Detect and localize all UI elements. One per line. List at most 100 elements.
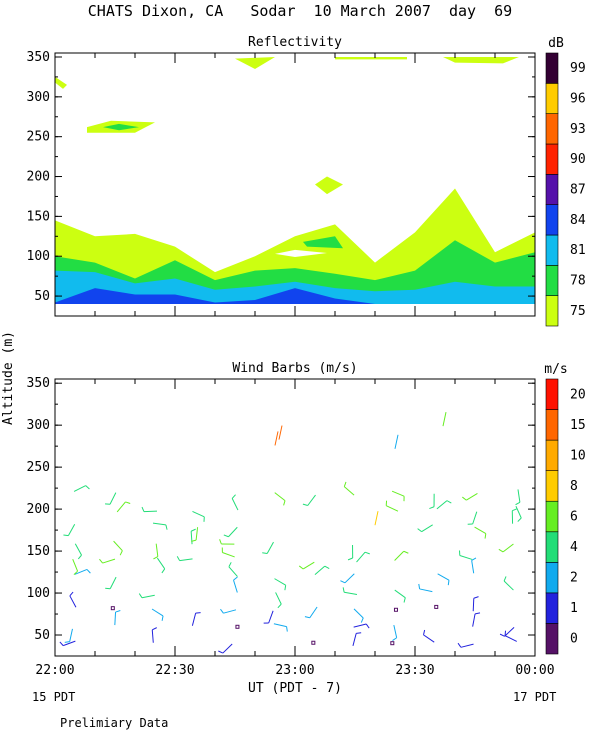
wind-barb [155, 543, 159, 557]
wind-barb [273, 623, 287, 628]
patch-78dB [303, 236, 343, 249]
wind-barb-flag [498, 548, 504, 553]
wind-barb-flag [392, 637, 397, 641]
wind-barb-flag [364, 551, 370, 555]
wind-barb [275, 592, 282, 605]
panel-title: Wind Barbs (m/s) [232, 361, 357, 376]
wind-barb [231, 498, 239, 511]
wind-barb [179, 558, 193, 562]
wind-barb-flag [176, 556, 181, 561]
plot-frame [54, 378, 536, 657]
colorbar-swatch [545, 295, 559, 327]
wind-barb-flag [298, 565, 304, 570]
colorbar-label: 10 [570, 448, 586, 463]
wind-barb-flag [223, 534, 229, 538]
wind-barb [113, 540, 123, 552]
wind-barb [393, 624, 398, 638]
wind-barb-flag [191, 539, 197, 542]
colorbar-label: 87 [570, 183, 586, 198]
wind-barb [459, 554, 473, 560]
wind-barb [394, 589, 406, 599]
x-tick-label: 23:30 [395, 663, 434, 678]
wind-barb-flag [228, 562, 232, 567]
calm-marker [235, 624, 240, 629]
wind-barb-flag [471, 557, 477, 561]
wind-barb-flag [86, 569, 91, 574]
y-tick-label: 150 [27, 544, 50, 559]
y-tick-label: 200 [27, 502, 50, 517]
wind-barb [352, 633, 357, 647]
wind-barb-flag [283, 500, 286, 506]
wind-barb-flag [161, 615, 164, 621]
x-tick-label: 23:00 [275, 663, 314, 678]
wind-barb [374, 511, 379, 526]
wind-barb [266, 541, 274, 554]
y-tick-label: 100 [27, 249, 50, 264]
colorbar-label: 1 [570, 601, 578, 616]
y-tick-label: 50 [34, 289, 50, 304]
wind-barb-flag [69, 591, 74, 597]
wind-barb [74, 568, 88, 575]
wind-barb [421, 524, 433, 533]
wind-barb [353, 608, 364, 619]
wind-barb [274, 492, 286, 501]
wind-barb-flag [403, 597, 406, 603]
wind-barb-flag [403, 550, 409, 554]
wind-barb [274, 431, 279, 446]
wind-barb [69, 628, 73, 642]
calm-marker [434, 604, 439, 609]
colorbar-swatch [545, 500, 559, 533]
y-tick-label: 200 [27, 170, 50, 185]
wind-barb-flag [474, 612, 481, 615]
wind-barb-flag [220, 608, 224, 614]
gap-patch [275, 249, 327, 258]
wind-barb-flag [152, 627, 157, 631]
wind-barb-flag [499, 633, 505, 637]
wind-barb [228, 526, 238, 538]
wind-barb-flag [503, 576, 507, 582]
wind-barb [471, 560, 475, 574]
preliminary-note: Prelimiary Data [60, 716, 169, 730]
wind-barb-flag [446, 500, 452, 504]
wind-barb [344, 591, 358, 595]
colorbar-label: 8 [570, 479, 578, 494]
colorbar-swatch [545, 562, 559, 594]
y-tick-label: 300 [27, 418, 50, 433]
colorbar-label: 15 [570, 418, 586, 433]
colorbar-swatch [545, 143, 559, 175]
wind-barb [63, 640, 76, 647]
colorbar-swatch [545, 378, 559, 410]
wind-barb [503, 580, 514, 591]
calm-marker [311, 640, 316, 645]
wind-barb [391, 490, 405, 497]
wind-barb [151, 608, 164, 617]
wind-barb-flag [63, 534, 69, 537]
y-tick-label: 350 [27, 376, 50, 391]
wind-barb [73, 485, 86, 492]
colorbar-label: 20 [570, 387, 586, 402]
panel-title: Reflectivity [248, 35, 342, 50]
colorbar-label: 4 [570, 540, 578, 555]
wind-barb [385, 505, 399, 512]
wind-barb [437, 573, 450, 581]
colorbar-swatch [545, 592, 559, 624]
wind-barb-flag [119, 550, 123, 556]
wind-barb-flag [515, 501, 521, 506]
wind-barb-flag [302, 503, 308, 506]
wind-barb [472, 511, 478, 525]
y-axis-label: Altitude (m) [1, 331, 16, 425]
x-tick-label: 22:30 [155, 663, 194, 678]
wind-barb-flag [473, 596, 479, 599]
wind-barb-flag [423, 629, 426, 635]
colorbar-label: 6 [570, 510, 578, 525]
wind-barb [268, 610, 274, 624]
wind-barb [504, 627, 515, 637]
colorbar-label: 84 [570, 213, 586, 228]
wind-barb-flag [447, 580, 450, 586]
wind-barb [222, 643, 233, 654]
wind-barb [302, 561, 315, 570]
wind-barb [114, 612, 117, 626]
wind-barb-flag [512, 508, 518, 512]
wind-barb [515, 505, 522, 519]
reflectivity-patch [55, 76, 67, 89]
